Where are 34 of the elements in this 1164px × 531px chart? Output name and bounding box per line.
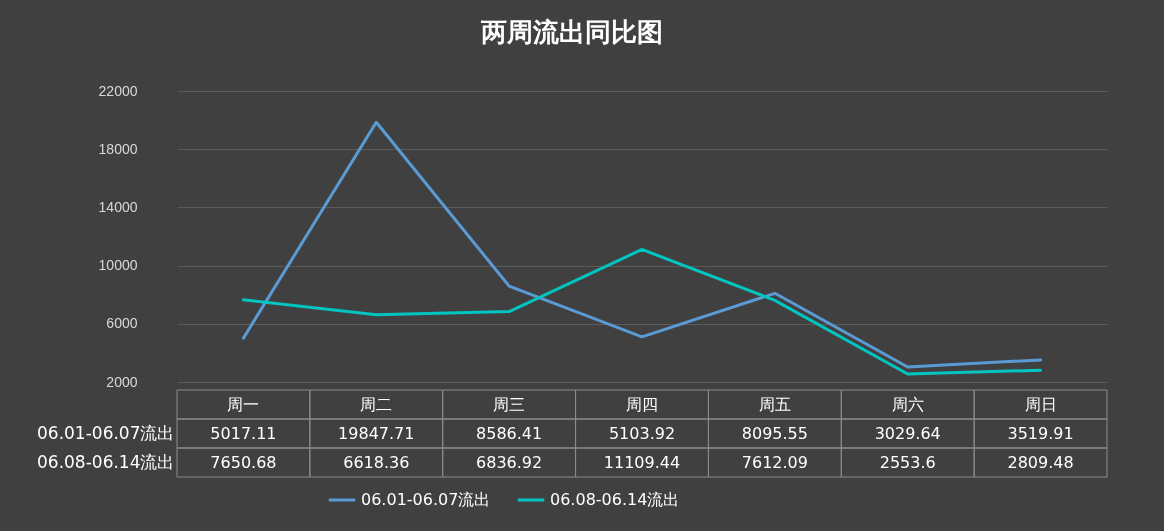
line-series bbox=[241, 247, 1043, 376]
data-label: 11109.44 bbox=[603, 452, 681, 472]
x-tick-label: 周六 bbox=[891, 394, 924, 414]
data-label: 2809.48 bbox=[1007, 452, 1074, 472]
y-tick-label: 10000 bbox=[98, 257, 138, 274]
y-tick-label: 22000 bbox=[98, 82, 138, 99]
x-tick-label: 周二 bbox=[360, 394, 393, 414]
data-label: 5017.11 bbox=[210, 423, 277, 443]
text: 06.08-06.14流出 bbox=[37, 451, 175, 472]
y-tick-label: 14000 bbox=[98, 198, 138, 215]
data-label: 19847.71 bbox=[338, 423, 415, 443]
data-label: 7612.09 bbox=[741, 452, 808, 472]
x-tick-label: 周日 bbox=[1024, 394, 1057, 414]
x-tick-label: 周一 bbox=[227, 394, 260, 414]
data-label: 7650.68 bbox=[210, 452, 277, 472]
legend-label: 06.01-06.07流出 bbox=[361, 490, 491, 509]
data-label: 3519.91 bbox=[1007, 423, 1074, 443]
x-tick-label: 周四 bbox=[626, 394, 658, 414]
x-tick-label: 周五 bbox=[758, 394, 791, 414]
data-label: 8586.41 bbox=[476, 423, 543, 443]
x-tick-label: 周三 bbox=[493, 394, 526, 414]
legend-label: 06.08-06.14流出 bbox=[550, 490, 680, 509]
y-tick-label: 6000 bbox=[106, 315, 138, 332]
chart-title: 两周流出同比图 bbox=[480, 17, 664, 47]
data-label: 6836.92 bbox=[476, 452, 543, 472]
data-label: 3029.64 bbox=[874, 423, 941, 443]
y-tick-label: 18000 bbox=[98, 140, 138, 157]
y-tick-label: 2000 bbox=[106, 373, 138, 390]
data-label: 5103.92 bbox=[608, 423, 676, 443]
data-label: 2553.6 bbox=[879, 452, 936, 472]
data-label: 6618.36 bbox=[343, 452, 410, 472]
line-series bbox=[241, 120, 1043, 369]
text: 06.01-06.07流出 bbox=[37, 422, 175, 443]
data-label: 8095.55 bbox=[741, 423, 808, 443]
